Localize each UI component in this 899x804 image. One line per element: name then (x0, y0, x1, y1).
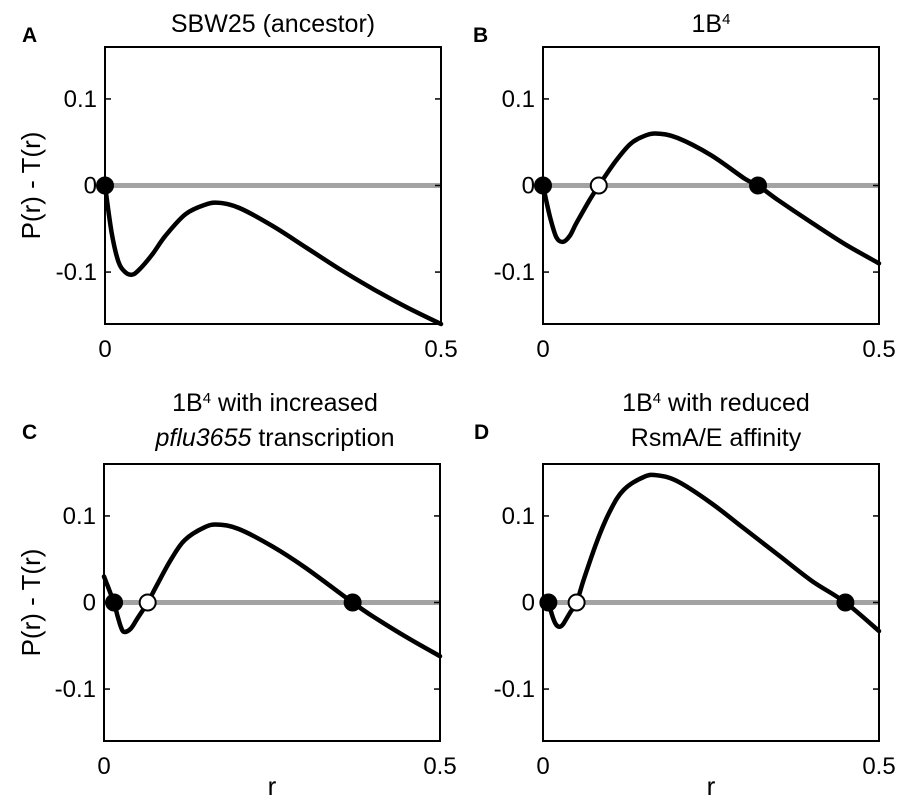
x-axis-label: r (707, 771, 716, 801)
y-tick-label: 0 (522, 590, 535, 617)
stable-fixed-point (105, 593, 124, 612)
x-tick-label: 0.5 (862, 336, 895, 363)
panel-title: SBW25 (ancestor) (171, 10, 375, 38)
panel-letter: B (473, 24, 488, 47)
series-curve (101, 522, 443, 659)
stable-fixed-point (539, 593, 558, 612)
panel-d: D 1B4 with reduced RsmA/E affinity 0.1 0 -0.1… (474, 389, 896, 801)
x-tick-label: 0 (98, 336, 111, 363)
x-tick-label: 0 (536, 336, 549, 363)
y-tick-label: 0.1 (63, 503, 96, 530)
x-axis-label: r (268, 771, 277, 801)
panel-title: 1B4 with reduced RsmA/E affinity (622, 389, 810, 452)
y-tick-label: -0.1 (494, 676, 535, 703)
panel-letter: C (22, 421, 37, 444)
panel-letter: A (22, 24, 37, 47)
y-tick-label: 0.1 (502, 86, 535, 113)
y-tick-label: 0 (522, 173, 535, 200)
panel-b: B 1B4 0.1 0 -0.1 0 0.5 (473, 10, 896, 363)
stable-fixed-point (96, 176, 114, 195)
y-tick-label: -0.1 (55, 676, 96, 703)
y-tick-label: -0.1 (56, 259, 97, 286)
unstable-fixed-point (589, 176, 608, 195)
series-curve (540, 131, 882, 266)
y-axis-label: P(r) - T(r) (16, 132, 46, 240)
y-tick-label: 0.1 (64, 86, 97, 113)
x-tick-label: 0.5 (862, 753, 895, 780)
stable-fixed-point (534, 176, 552, 195)
unstable-fixed-point (567, 593, 586, 612)
panel-title: 1B4 with increased pflu3655 transcription (154, 389, 394, 452)
x-tick-label: 0 (536, 753, 549, 780)
series-curve (102, 183, 444, 327)
x-tick-label: 0.5 (424, 336, 457, 363)
y-tick-label: -0.1 (494, 259, 535, 286)
panel-c: C 1B4 with increased pflu3655 transcriptio… (16, 389, 457, 801)
y-tick-label: 0.1 (502, 503, 535, 530)
unstable-fixed-point (138, 593, 157, 612)
stable-fixed-point (836, 593, 855, 612)
y-tick-label: 0 (84, 173, 97, 200)
stable-fixed-point (749, 176, 768, 195)
x-tick-label: 0.5 (423, 753, 456, 780)
stable-fixed-point (343, 593, 362, 612)
x-tick-label: 0 (97, 753, 110, 780)
panel-title: 1B4 (692, 10, 731, 38)
y-axis-label: P(r) - T(r) (16, 549, 46, 657)
y-tick-label: 0 (83, 590, 96, 617)
panel-letter: D (474, 421, 489, 444)
panel-a: A SBW25 (ancestor) 0.1 0 -0.1 0 0.5 P(r) - T(r) (16, 10, 458, 363)
series-curve (546, 472, 882, 634)
